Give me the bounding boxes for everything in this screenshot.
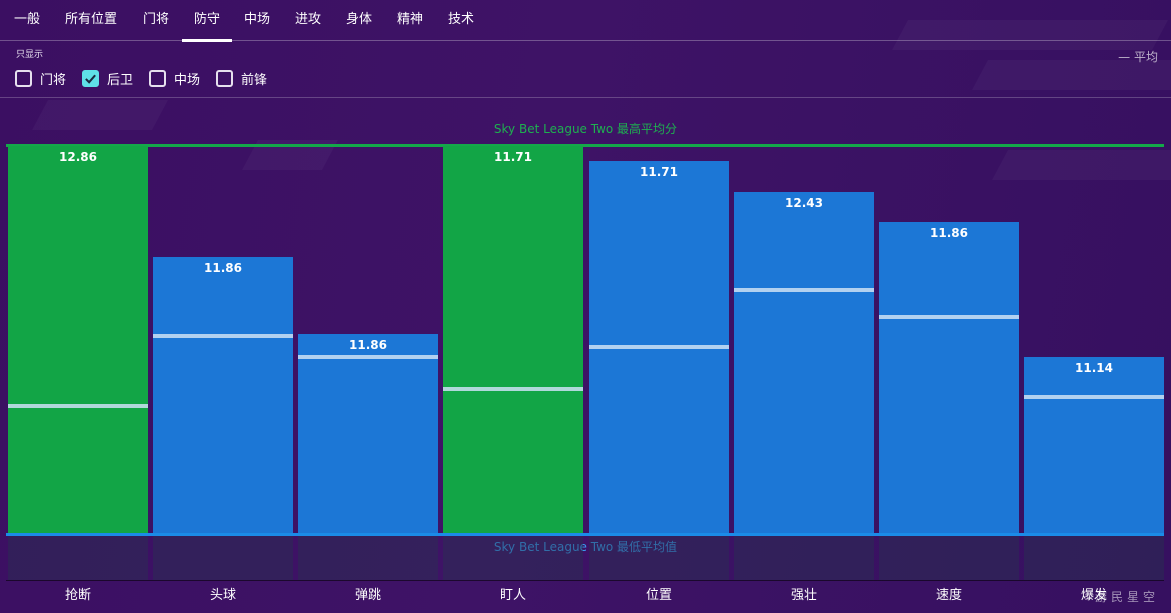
bar-6: 11.86 xyxy=(879,222,1019,533)
tab-7[interactable]: 精神 xyxy=(397,12,424,27)
bar-below-min-3 xyxy=(443,536,583,580)
bar-value-label: 11.86 xyxy=(349,338,387,352)
bar-below-min-1 xyxy=(153,536,293,580)
watermark: 游民星空 xyxy=(1094,590,1159,604)
average-marker xyxy=(153,334,293,338)
tab-2[interactable]: 门将 xyxy=(143,12,170,27)
bar-0: 12.86 xyxy=(8,146,148,533)
x-tick-label: 速度 xyxy=(935,588,962,603)
bar-value-label: 11.86 xyxy=(930,226,968,240)
bar-4: 11.71 xyxy=(589,161,729,533)
league-max-label: Sky Bet League Two 最高平均分 xyxy=(493,122,678,136)
bar-value-label: 11.86 xyxy=(204,261,242,275)
bar-below-min-0 xyxy=(8,536,148,580)
x-tick-label: 抢断 xyxy=(64,588,91,603)
filter-checkbox-3[interactable]: 前锋 xyxy=(216,68,267,88)
filter-checkbox-2[interactable]: 中场 xyxy=(149,68,200,88)
bar-value-label: 11.71 xyxy=(640,165,678,179)
bar-below-min-2 xyxy=(298,536,438,580)
league-min-line xyxy=(6,533,1164,536)
checkbox-empty-icon xyxy=(216,69,233,87)
filter-label: 前锋 xyxy=(241,72,268,88)
tab-1[interactable]: 所有位置 xyxy=(65,12,118,27)
x-tick-label: 头球 xyxy=(209,588,236,603)
filter-checkbox-1[interactable]: 后卫 xyxy=(82,68,133,88)
filter-checkbox-0[interactable]: 门将 xyxy=(15,68,66,88)
bar-value-label: 12.43 xyxy=(785,196,823,210)
average-marker xyxy=(443,387,583,391)
league-min-label: Sky Bet League Two 最低平均值 xyxy=(493,540,678,554)
average-marker xyxy=(589,345,729,349)
x-tick-label: 弹跳 xyxy=(354,588,381,603)
tab-4[interactable]: 中场 xyxy=(244,12,271,27)
tab-5[interactable]: 进攻 xyxy=(295,12,322,27)
tab-3[interactable]: 防守 xyxy=(182,0,232,42)
bar-7: 11.14 xyxy=(1024,357,1164,533)
x-tick-label: 爆发 xyxy=(1080,588,1107,603)
x-tick-label: 盯人 xyxy=(499,588,526,603)
attribute-bar-chart: Sky Bet League Two 最高平均分 Sky Bet League … xyxy=(0,110,1171,613)
average-marker xyxy=(1024,395,1164,399)
filter-label: 门将 xyxy=(40,72,67,88)
tab-bar: 一般 所有位置 门将 防守 中场 进攻 身体 精神 技术 xyxy=(0,0,1171,42)
bar-value-label: 11.14 xyxy=(1075,361,1113,375)
average-marker xyxy=(8,404,148,408)
x-tick-label: 位置 xyxy=(645,588,672,603)
bar-5: 12.43 xyxy=(734,192,874,533)
average-marker xyxy=(879,315,1019,319)
bar-below-min-4 xyxy=(589,536,729,580)
checkbox-empty-icon xyxy=(149,69,166,87)
average-marker xyxy=(734,288,874,292)
league-max-line xyxy=(6,144,1164,147)
tab-8[interactable]: 技术 xyxy=(448,12,475,27)
bar-2: 11.86 xyxy=(298,334,438,533)
filter-divider xyxy=(0,97,1171,98)
average-marker xyxy=(298,355,438,359)
filter-label: 中场 xyxy=(174,72,201,88)
checkmark-icon xyxy=(82,69,99,87)
bar-below-min-5 xyxy=(734,536,874,580)
bar-below-min-6 xyxy=(879,536,1019,580)
bar-below-min-7 xyxy=(1024,536,1164,580)
x-tick-label: 强壮 xyxy=(790,588,817,603)
tab-0[interactable]: 一般 xyxy=(14,12,41,27)
checkbox-empty-icon xyxy=(15,69,32,87)
filter-label: 后卫 xyxy=(107,72,134,88)
bar-value-label: 11.71 xyxy=(494,150,532,164)
bar-value-label: 12.86 xyxy=(59,150,97,164)
filter-title: 只显示 xyxy=(16,50,44,60)
average-legend: — 平均 xyxy=(1118,50,1158,64)
x-axis-line xyxy=(6,580,1164,581)
bar-3: 11.71 xyxy=(443,146,583,533)
tab-6[interactable]: 身体 xyxy=(346,12,373,27)
bar-1: 11.86 xyxy=(153,257,293,533)
